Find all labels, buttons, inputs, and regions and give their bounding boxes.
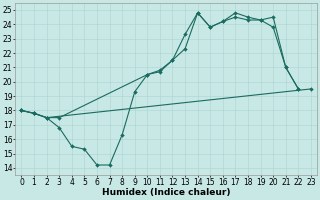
X-axis label: Humidex (Indice chaleur): Humidex (Indice chaleur) (102, 188, 230, 197)
